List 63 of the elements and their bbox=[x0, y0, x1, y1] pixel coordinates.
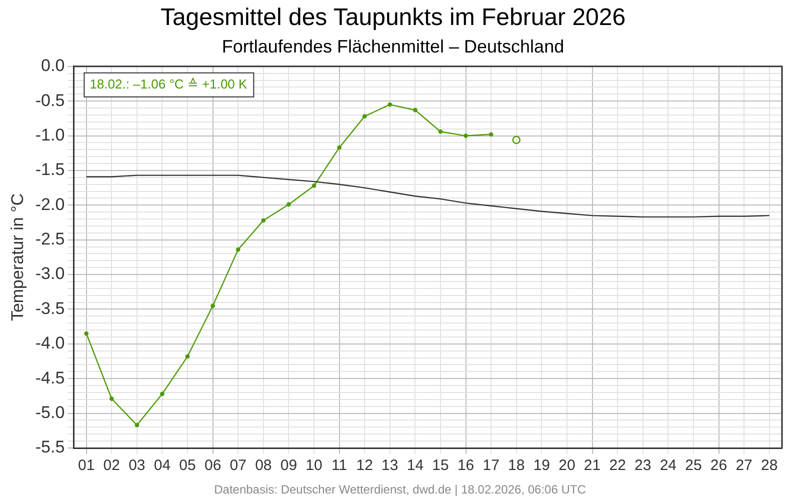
point bbox=[464, 134, 468, 138]
point bbox=[488, 132, 494, 137]
point bbox=[337, 145, 342, 150]
x-tick-label: 25 bbox=[685, 457, 702, 474]
x-tick-label: 13 bbox=[382, 457, 398, 474]
x-tick-label: 23 bbox=[634, 457, 652, 474]
y-tick-label: -3.5 bbox=[35, 298, 65, 318]
x-tick-label: 22 bbox=[609, 457, 626, 474]
y-tick-label: -5.5 bbox=[35, 438, 65, 457]
x-tick-label: 15 bbox=[432, 457, 449, 474]
y-tick-label: -2.5 bbox=[35, 230, 65, 249]
x-tick-label: 03 bbox=[128, 457, 146, 474]
y-tick-label: -0.5 bbox=[35, 90, 65, 110]
chart-subtitle: Fortlaufendes Flächenmittel – Deutschland bbox=[222, 36, 564, 57]
point bbox=[286, 202, 291, 207]
y-tick-label: -1.5 bbox=[35, 160, 65, 180]
x-tick-label: 12 bbox=[356, 457, 373, 474]
y-tick-label: -4.5 bbox=[35, 368, 65, 388]
x-tick-label: 02 bbox=[103, 457, 120, 474]
point bbox=[236, 247, 240, 252]
x-tick-label: 28 bbox=[761, 457, 778, 474]
point bbox=[362, 114, 367, 119]
x-tick-label: 11 bbox=[332, 457, 348, 474]
x-tick-label: 07 bbox=[230, 457, 246, 474]
x-tick-label: 20 bbox=[558, 457, 576, 474]
point bbox=[134, 422, 140, 428]
x-tick-label: 10 bbox=[306, 457, 322, 474]
x-tick-label: 14 bbox=[406, 457, 424, 474]
y-tick-label: -5.0 bbox=[35, 402, 65, 422]
point bbox=[160, 392, 164, 396]
point bbox=[210, 304, 216, 308]
x-tick-label: 27 bbox=[736, 457, 752, 474]
x-tick-label: 17 bbox=[482, 457, 500, 474]
x-tick-label: 18 bbox=[508, 457, 525, 474]
point bbox=[438, 129, 443, 134]
x-tick-label: 21 bbox=[584, 457, 601, 474]
x-tick-label: 05 bbox=[179, 457, 196, 474]
point bbox=[109, 396, 114, 401]
y-tick-label: -3.0 bbox=[35, 264, 65, 284]
x-tick-label: 09 bbox=[280, 457, 298, 474]
text: Datenbasis: Deutscher Wetterdienst, dwd.de | 18.02.2026, 06:06 UTC bbox=[214, 482, 586, 496]
point bbox=[84, 331, 89, 336]
annotation: 18.02.: –1.06 °C ≙ +1.00 K bbox=[90, 76, 248, 92]
x-tick-label: 16 bbox=[457, 457, 474, 474]
point bbox=[312, 184, 316, 188]
x-tick-label: 01 bbox=[78, 457, 95, 474]
y-tick-label: -1.0 bbox=[35, 125, 65, 144]
point bbox=[261, 218, 266, 223]
y-tick-label: -2.0 bbox=[35, 194, 65, 214]
x-tick-label: 08 bbox=[255, 457, 272, 474]
x-tick-label: 24 bbox=[660, 457, 677, 474]
x-tick-label: 19 bbox=[533, 457, 550, 474]
y-tick-label: -4.0 bbox=[35, 334, 65, 353]
point bbox=[388, 102, 392, 107]
x-tick-label: 04 bbox=[154, 457, 171, 474]
point bbox=[185, 354, 190, 359]
point bbox=[512, 136, 520, 144]
y-axis-title: Temperatur in °C bbox=[8, 193, 27, 322]
point bbox=[413, 108, 418, 112]
y-tick-label: 0.0 bbox=[41, 56, 65, 76]
chart-title: Tagesmittel des Taupunkts im Februar 2026 bbox=[160, 4, 626, 32]
x-tick-label: 26 bbox=[710, 457, 728, 474]
x-tick-label: 06 bbox=[204, 457, 222, 474]
